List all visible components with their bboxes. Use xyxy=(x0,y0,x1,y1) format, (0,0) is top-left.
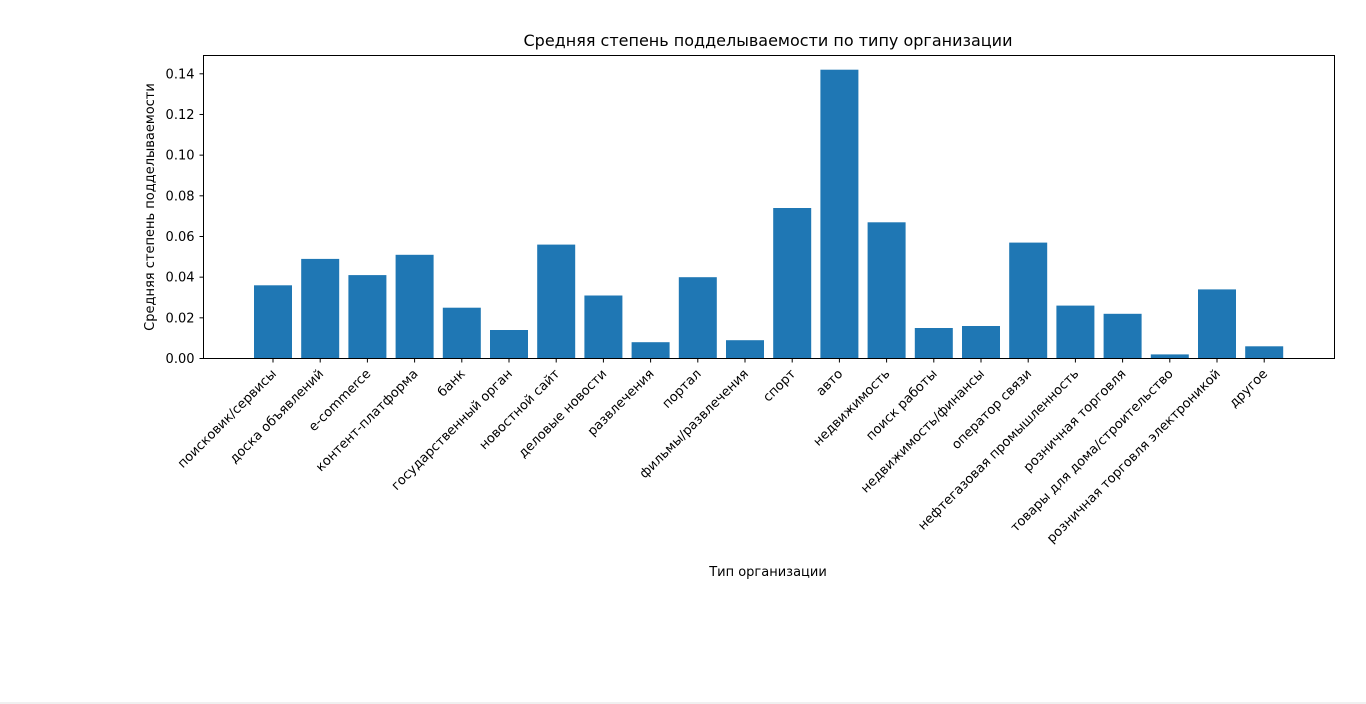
y-axis-label: Средняя степень подделываемости xyxy=(143,83,158,331)
bar xyxy=(1056,305,1095,359)
bar xyxy=(490,330,528,359)
y-tick-label: 0.00 xyxy=(166,352,195,367)
bar xyxy=(820,69,859,359)
y-tick-label: 0.02 xyxy=(166,311,195,326)
x-tick-label: новостной сайт xyxy=(477,366,564,453)
bar xyxy=(962,326,1000,359)
x-tick-label: деловые новости xyxy=(516,367,610,461)
y-tick-label: 0.04 xyxy=(166,271,195,286)
y-tick-label: 0.10 xyxy=(166,149,195,164)
y-tick-label: 0.12 xyxy=(166,108,195,123)
x-axis-label: Тип организации xyxy=(708,565,827,580)
bar xyxy=(631,342,670,359)
bar xyxy=(584,295,623,359)
x-tick-label: другое xyxy=(1227,367,1271,411)
x-tick-label: портал xyxy=(660,367,705,412)
bar xyxy=(1009,242,1048,359)
x-tick-label: доска объявлений xyxy=(227,367,327,467)
x-tick-label: оператор связи xyxy=(949,367,1035,453)
y-tick-label: 0.08 xyxy=(166,189,195,204)
bar xyxy=(726,340,764,359)
bar xyxy=(773,208,812,359)
x-tick-label: банк xyxy=(435,367,469,401)
x-tick-label: авто xyxy=(814,367,847,400)
bar xyxy=(678,277,717,359)
bar xyxy=(348,275,387,359)
y-tick-label: 0.14 xyxy=(166,67,195,82)
chart-title: Средняя степень подделываемости по типу … xyxy=(524,31,1013,50)
bar xyxy=(1245,346,1284,359)
bar xyxy=(301,258,340,359)
bar xyxy=(914,328,953,359)
bar xyxy=(1103,313,1142,359)
y-axis: 0.00 0.02 0.04 0.06 0.08 0.10 0.12 0.14 xyxy=(166,67,204,367)
x-tick-label: розничная торговля электроникой xyxy=(1044,367,1224,547)
bar xyxy=(254,285,292,359)
bar xyxy=(442,307,481,359)
bar xyxy=(867,222,906,359)
bar xyxy=(1150,354,1189,359)
bars-layer xyxy=(254,69,1284,359)
y-tick-label: 0.06 xyxy=(166,230,195,245)
bar xyxy=(395,254,434,359)
bar xyxy=(1198,289,1236,359)
axes-frame xyxy=(203,55,1335,359)
x-tick-label: спорт xyxy=(761,366,800,405)
bar xyxy=(537,244,576,359)
